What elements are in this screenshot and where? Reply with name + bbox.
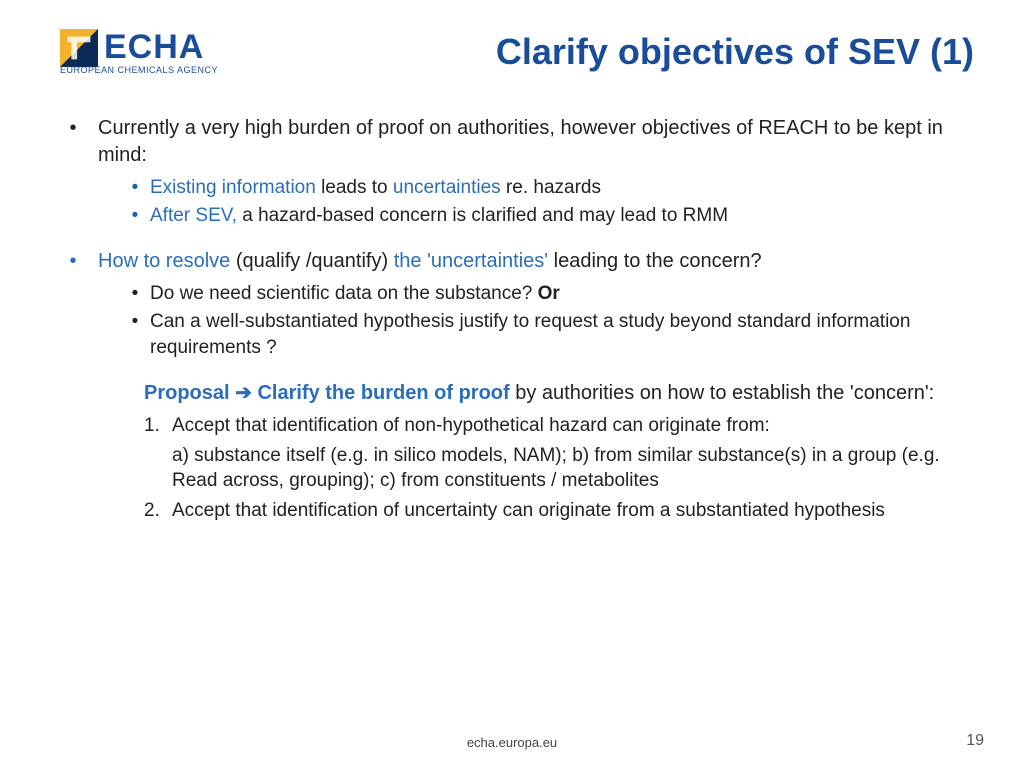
b2a-text: Do we need scientific data on the substa… bbox=[150, 283, 538, 304]
b2a-or: Or bbox=[538, 283, 560, 304]
footer-url: echa.europa.eu bbox=[0, 735, 1024, 750]
b2-blue2: the 'uncertainties' bbox=[394, 250, 548, 272]
n2-text: Accept that identification of uncertaint… bbox=[172, 498, 956, 524]
b2-blue1: How to resolve bbox=[98, 250, 230, 272]
bullet-2: • How to resolve (qualify /quantify) the… bbox=[48, 248, 976, 275]
proposal-label: Proposal bbox=[144, 382, 230, 404]
b2-end: leading to the concern? bbox=[548, 250, 762, 272]
proposal-item-1-sub: a) substance itself (e.g. in silico mode… bbox=[172, 443, 956, 494]
echa-logo-icon bbox=[60, 29, 98, 67]
bullet-2b: • Can a well-substantiated hypothesis ju… bbox=[120, 309, 976, 360]
n1-text: Accept that identification of non-hypoth… bbox=[172, 413, 956, 439]
slide-content: • Currently a very high burden of proof … bbox=[0, 85, 1024, 524]
bullet-1b: • After SEV, a hazard-based concern is c… bbox=[120, 203, 976, 229]
arrow-icon: ➔ bbox=[235, 382, 252, 404]
slide-header: ECHA EUROPEAN CHEMICALS AGENCY Clarify o… bbox=[0, 0, 1024, 85]
proposal-rest: by authorities on how to establish the '… bbox=[510, 382, 935, 404]
b1a-blue2: uncertainties bbox=[393, 177, 501, 198]
bullet-1a: • Existing information leads to uncertai… bbox=[120, 175, 976, 201]
b1b-blue: After SEV, bbox=[150, 205, 237, 226]
page-number: 19 bbox=[966, 732, 984, 750]
logo-subtitle: EUROPEAN CHEMICALS AGENCY bbox=[60, 65, 218, 75]
b1a-mid: leads to bbox=[316, 177, 393, 198]
echa-logo: ECHA EUROPEAN CHEMICALS AGENCY bbox=[60, 28, 218, 75]
b1b-rest: a hazard-based concern is clarified and … bbox=[237, 205, 728, 226]
proposal-bold: Clarify the burden of proof bbox=[257, 382, 509, 404]
b2b-text: Can a well-substantiated hypothesis just… bbox=[150, 309, 976, 360]
logo-text: ECHA bbox=[104, 28, 204, 67]
slide-title: Clarify objectives of SEV (1) bbox=[248, 31, 994, 73]
proposal-item-2: 2. Accept that identification of uncerta… bbox=[144, 498, 956, 524]
bullet-1-text: Currently a very high burden of proof on… bbox=[98, 115, 976, 169]
proposal-item-1: 1. Accept that identification of non-hyp… bbox=[144, 413, 956, 439]
proposal-block: Proposal ➔ Clarify the burden of proof b… bbox=[144, 380, 956, 524]
b2-mid: (qualify /quantify) bbox=[230, 250, 393, 272]
bullet-2a: • Do we need scientific data on the subs… bbox=[120, 281, 976, 307]
proposal-heading: Proposal ➔ Clarify the burden of proof b… bbox=[144, 380, 956, 407]
b1a-end: re. hazards bbox=[501, 177, 601, 198]
b1a-blue1: Existing information bbox=[150, 177, 316, 198]
bullet-1: • Currently a very high burden of proof … bbox=[48, 115, 976, 169]
